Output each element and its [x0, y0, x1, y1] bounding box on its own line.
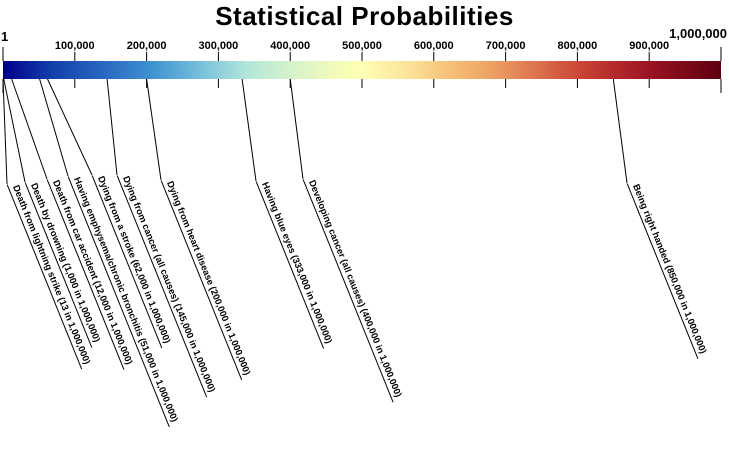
axis-tick-label: 200,000 — [126, 40, 167, 52]
axis-tick-label: 700,000 — [485, 40, 526, 52]
leader-line — [289, 78, 304, 180]
leader-line — [11, 78, 48, 180]
leader-line — [3, 78, 26, 183]
leader-line — [106, 78, 118, 176]
leader-line — [146, 78, 162, 181]
axis-tick-label: 800,000 — [557, 40, 598, 52]
probability-colorbar — [3, 61, 721, 79]
axis-tick-label: 300,000 — [198, 40, 239, 52]
leader-line — [612, 78, 628, 184]
axis-tick-label: 900,000 — [629, 40, 670, 52]
axis-tick-label: 400,000 — [270, 40, 311, 52]
axis-tick-label: 100,000 — [54, 40, 95, 52]
axis-tick-label: 600,000 — [413, 40, 454, 52]
axis-tick-label: 500,000 — [342, 40, 382, 52]
leader-line — [47, 78, 93, 176]
axis-max-label: 1,000,000 — [669, 26, 727, 41]
chart-title: Statistical Probabilities — [215, 1, 514, 31]
leader-line — [241, 78, 257, 182]
leader-line — [39, 78, 69, 177]
leader-line — [2, 78, 8, 185]
axis-min-label: 1 — [1, 29, 9, 44]
